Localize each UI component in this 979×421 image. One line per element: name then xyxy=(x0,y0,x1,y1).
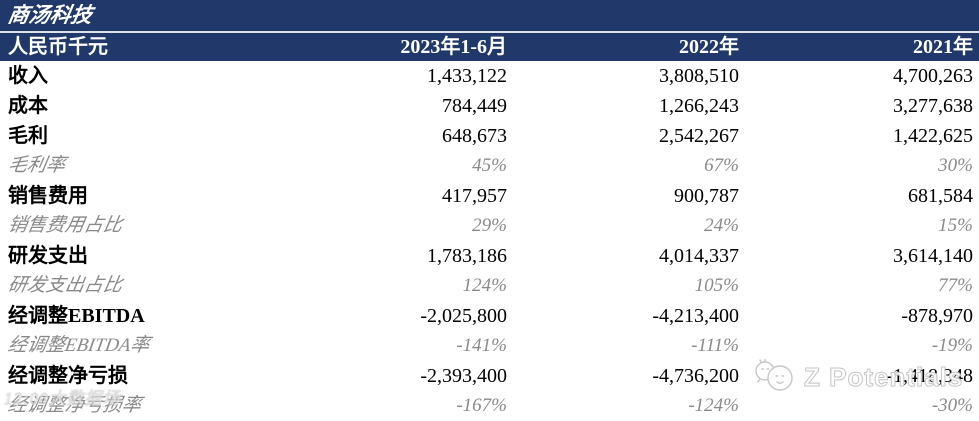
cell-2022: 1,266,243 xyxy=(659,95,739,117)
cell-2021: -30% xyxy=(931,395,973,416)
company-title-row: 商汤科技 xyxy=(0,0,979,33)
cell-2022: -111% xyxy=(691,335,739,356)
cell-2021: 30% xyxy=(938,155,973,176)
row-label: 销售费用占比 xyxy=(6,215,124,236)
cell-2023h1: 124% xyxy=(462,275,507,296)
company-title: 商汤科技 xyxy=(5,3,95,27)
row-label: 经调整EBITDA率 xyxy=(6,335,152,356)
cell-2022: 900,787 xyxy=(674,185,739,207)
cell-2022: 2,542,267 xyxy=(659,125,739,147)
cell-2021: 4,700,263 xyxy=(893,65,973,87)
row-label: 研发支出占比 xyxy=(6,275,124,296)
cell-2022: 3,808,510 xyxy=(659,65,739,87)
cell-2023h1: -141% xyxy=(456,335,507,356)
row-label: 收入 xyxy=(8,65,48,87)
table-row: 销售费用占比 29% 24% 15% xyxy=(0,211,979,241)
table-row: 成本 784,449 1,266,243 3,277,638 xyxy=(0,91,979,121)
row-label: 研发支出 xyxy=(8,245,88,267)
cell-2023h1: 29% xyxy=(472,215,507,236)
table-row: 研发支出占比 124% 105% 77% xyxy=(0,271,979,301)
cell-2021: 15% xyxy=(938,215,973,236)
cell-2022: -4,736,200 xyxy=(652,365,739,387)
column-header-2023h1: 2023年1-6月 xyxy=(400,36,507,58)
cell-2022: 67% xyxy=(704,155,739,176)
cell-2023h1: -2,025,800 xyxy=(420,305,507,327)
cell-2021: -1,418,348 xyxy=(886,365,973,387)
table-row: 毛利 648,673 2,542,267 1,422,625 xyxy=(0,121,979,151)
row-label: 销售费用 xyxy=(8,185,88,207)
column-header-2022: 2022年 xyxy=(679,36,739,58)
cell-2023h1: 1,433,122 xyxy=(427,65,507,87)
cell-2022: 105% xyxy=(694,275,739,296)
cell-2021: 77% xyxy=(938,275,973,296)
cell-2022: -4,213,400 xyxy=(652,305,739,327)
row-label: 经调整净亏损 xyxy=(8,365,128,387)
cell-2023h1: 417,957 xyxy=(442,185,507,207)
cell-2023h1: 784,449 xyxy=(442,95,507,117)
row-label: 毛利 xyxy=(8,125,48,147)
row-label: 经调整净亏损率 xyxy=(6,395,143,416)
row-label: 经调整EBITDA xyxy=(8,305,145,327)
cell-2022: -124% xyxy=(688,395,739,416)
cell-2021: -878,970 xyxy=(901,305,973,327)
table-row: 研发支出 1,783,186 4,014,337 3,614,140 xyxy=(0,241,979,271)
cell-2022: 4,014,337 xyxy=(659,245,739,267)
cell-2023h1: -2,393,400 xyxy=(420,365,507,387)
table-row: 收入 1,433,122 3,808,510 4,700,263 xyxy=(0,61,979,91)
table-row: 销售费用 417,957 900,787 681,584 xyxy=(0,181,979,211)
table-row: 经调整净亏损 -2,393,400 -4,736,200 -1,418,348 xyxy=(0,361,979,391)
row-label: 成本 xyxy=(8,95,48,117)
cell-2021: 3,277,638 xyxy=(893,95,973,117)
cell-2022: 24% xyxy=(704,215,739,236)
cell-2023h1: 1,783,186 xyxy=(427,245,507,267)
row-label: 毛利率 xyxy=(6,155,67,176)
cell-2023h1: 45% xyxy=(472,155,507,176)
table-row: 经调整净亏损率 -167% -124% -30% xyxy=(0,391,979,421)
cell-2021: 3,614,140 xyxy=(893,245,973,267)
cell-2021: -19% xyxy=(931,335,973,356)
column-header-row: 人民币千元 2023年1-6月 2022年 2021年 xyxy=(0,33,979,61)
table-row: 毛利率 45% 67% 30% xyxy=(0,151,979,181)
cell-2023h1: 648,673 xyxy=(442,125,507,147)
cell-2021: 681,584 xyxy=(908,185,973,207)
table-header: 商汤科技 人民币千元 2023年1-6月 2022年 2021年 xyxy=(0,0,979,61)
cell-2021: 1,422,625 xyxy=(893,125,973,147)
column-header-2021: 2021年 xyxy=(913,36,973,58)
cell-2023h1: -167% xyxy=(456,395,507,416)
table-row: 经调整EBITDA率 -141% -111% -19% xyxy=(0,331,979,361)
table-row: 经调整EBITDA -2,025,800 -4,213,400 -878,970 xyxy=(0,301,979,331)
unit-label: 人民币千元 xyxy=(8,36,108,58)
table-body: 收入 1,433,122 3,808,510 4,700,263 成本 784,… xyxy=(0,61,979,421)
